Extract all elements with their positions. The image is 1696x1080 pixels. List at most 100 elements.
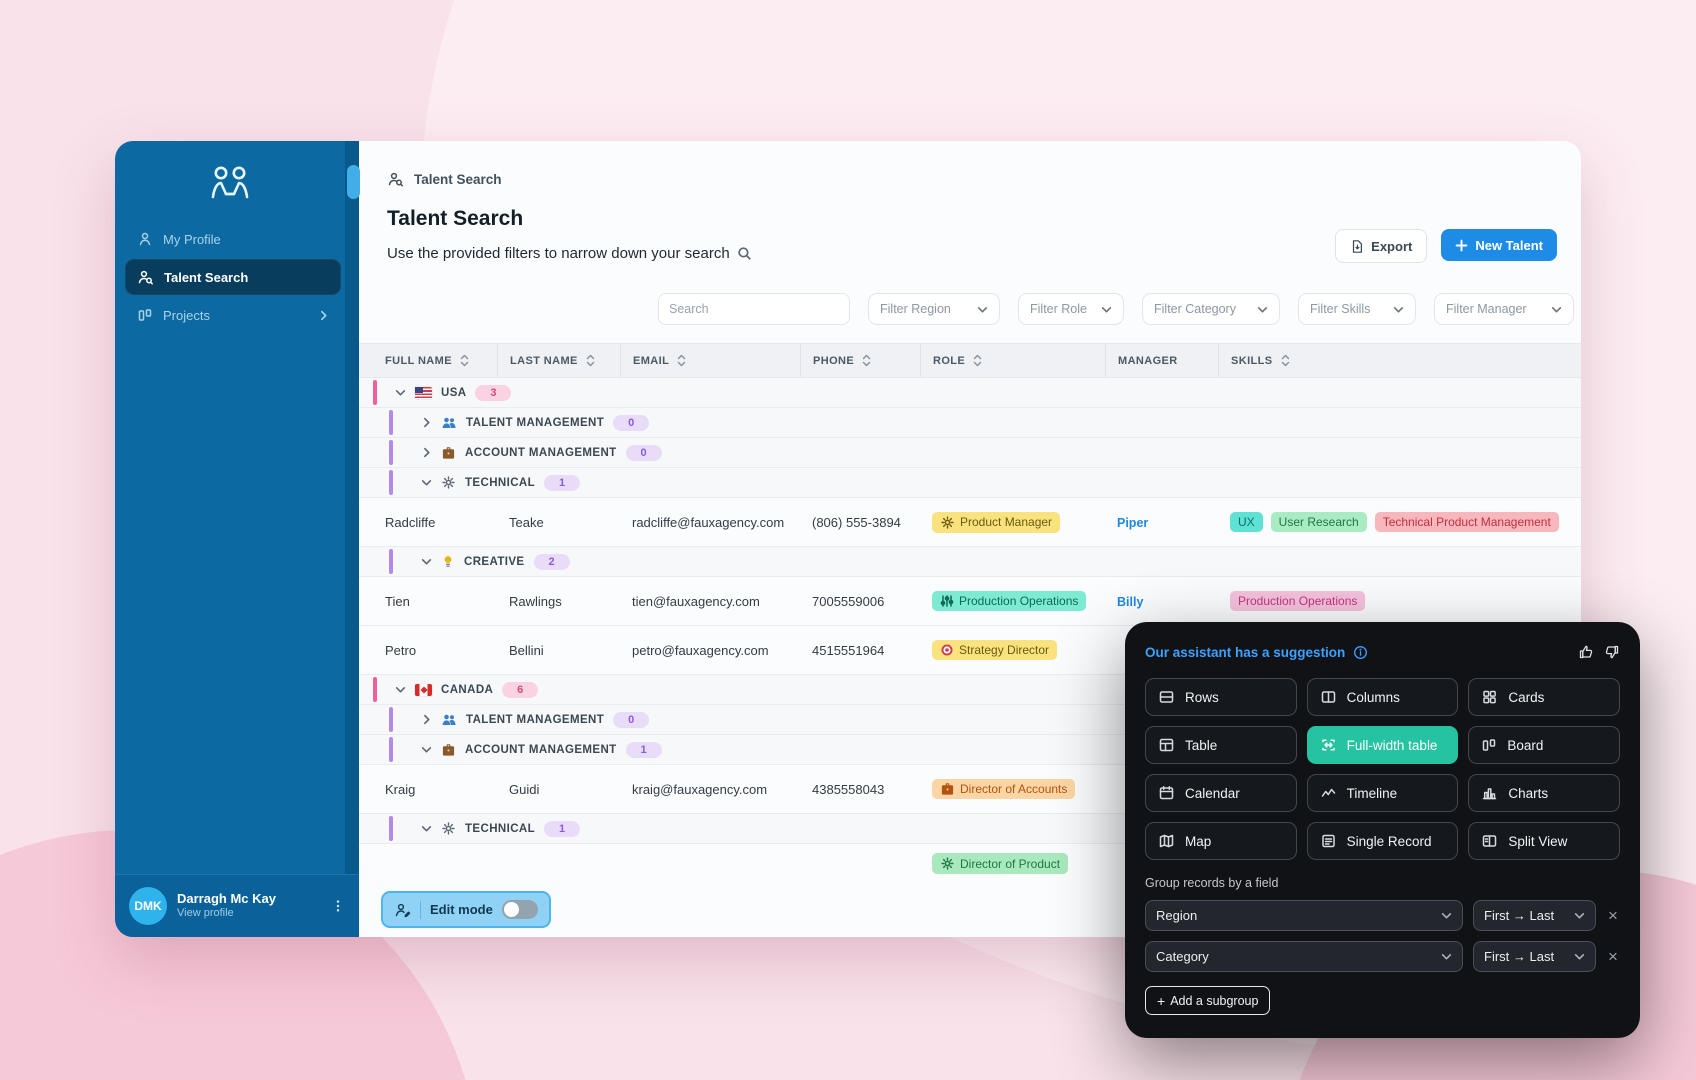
- group-row-creative[interactable]: CREATIVE 2: [359, 547, 1581, 577]
- role-pill: Production Operations: [932, 591, 1087, 611]
- cell-role: Product Manager: [920, 511, 1105, 533]
- column-header-manager[interactable]: MANAGER: [1105, 344, 1218, 377]
- group-order-value: First → Last: [1484, 908, 1555, 923]
- group-order-select[interactable]: First → Last: [1473, 941, 1596, 972]
- group-order-select[interactable]: First → Last: [1473, 900, 1596, 931]
- group-row-talent-management[interactable]: TALENT MANAGEMENT 0: [359, 408, 1581, 438]
- chev-right-icon: [421, 417, 432, 428]
- view-rows-button[interactable]: Rows: [1145, 678, 1297, 716]
- group-row-usa[interactable]: USA 3: [359, 378, 1581, 408]
- add-subgroup-button[interactable]: + Add a subgroup: [1145, 986, 1271, 1015]
- manager-link[interactable]: Billy: [1117, 594, 1144, 609]
- role-label: Product Manager: [960, 515, 1053, 529]
- view-label: Table: [1185, 737, 1218, 753]
- skill-pill: Production Operations: [1230, 591, 1366, 611]
- group-field-select-region[interactable]: Region: [1145, 900, 1463, 931]
- chev-down-icon: [1574, 951, 1585, 962]
- group-row-technical[interactable]: TECHNICAL 1: [359, 468, 1581, 498]
- filter-dropdown-filter-skills[interactable]: Filter Skills: [1298, 293, 1416, 325]
- talent-table: FULL NAME LAST NAME EMAIL PHONE ROLE MAN…: [359, 343, 1581, 937]
- remove-group-icon[interactable]: ×: [1608, 905, 1618, 925]
- view-options-grid: Rows Columns Cards Table Full-width tabl…: [1145, 678, 1620, 860]
- column-header-skills[interactable]: SKILLS: [1218, 344, 1581, 377]
- skill-pill: Technical Product Management: [1374, 512, 1559, 532]
- record-row[interactable]: Radcliffe Teake radcliffe@fauxagency.com…: [359, 498, 1581, 547]
- filter-dropdown-filter-role[interactable]: Filter Role: [1018, 293, 1124, 325]
- cell-role: Director of Product: [920, 853, 1105, 874]
- group-accent-bar: [389, 707, 393, 732]
- cell-role: Production Operations: [920, 591, 1105, 611]
- column-header-email[interactable]: EMAIL: [620, 344, 800, 377]
- group-field-value: Category: [1156, 949, 1209, 964]
- app-window: My Profile Talent Search Projects DMK Da…: [115, 141, 1581, 937]
- manager-link[interactable]: Piper: [1117, 515, 1149, 530]
- column-header-last-name[interactable]: LAST NAME: [497, 344, 620, 377]
- view-timeline-button[interactable]: Timeline: [1306, 774, 1459, 812]
- user-card[interactable]: DMK Darragh Mc Kay View profile: [115, 874, 359, 937]
- sidebar-item-projects[interactable]: Projects: [125, 297, 341, 333]
- view-split-view-button[interactable]: Split View: [1468, 822, 1620, 860]
- edit-mode-label: Edit mode: [430, 902, 493, 917]
- thumbs-down-icon[interactable]: [1604, 644, 1620, 660]
- filter-dropdown-filter-manager[interactable]: Filter Manager: [1434, 293, 1574, 325]
- column-header-full-name[interactable]: FULL NAME: [359, 344, 497, 377]
- new-talent-button[interactable]: New Talent: [1441, 229, 1557, 261]
- remove-group-icon[interactable]: ×: [1608, 946, 1618, 966]
- filter-label: Filter Skills: [1310, 302, 1371, 316]
- sidebar-item-talent-search[interactable]: Talent Search: [125, 259, 341, 295]
- column-header-role[interactable]: ROLE: [920, 344, 1105, 377]
- role-pill: Director of Accounts: [932, 779, 1076, 799]
- filter-dropdown-filter-category[interactable]: Filter Category: [1142, 293, 1280, 325]
- page-subtitle: Use the provided filters to narrow down …: [387, 245, 753, 262]
- user-menu-icon[interactable]: [331, 899, 345, 913]
- view-single-record-button[interactable]: Single Record: [1306, 822, 1459, 860]
- view-calendar-button[interactable]: Calendar: [1145, 774, 1297, 812]
- filter-label: Filter Manager: [1446, 302, 1527, 316]
- chev-down-icon: [395, 684, 406, 695]
- export-label: Export: [1371, 238, 1413, 254]
- search-input[interactable]: [658, 293, 850, 325]
- sidebar-collapse-tab[interactable]: [347, 165, 360, 199]
- group-label: TALENT MANAGEMENT: [466, 713, 605, 726]
- edit-mode-toggle[interactable]: [501, 900, 538, 919]
- group-row-account-management[interactable]: ACCOUNT MANAGEMENT 0: [359, 438, 1581, 468]
- view-cards-button[interactable]: Cards: [1468, 678, 1620, 716]
- flag-ca-icon: [415, 683, 432, 696]
- group-accent-bar: [389, 410, 393, 435]
- page-title: Talent Search: [387, 207, 524, 230]
- view-table-button[interactable]: Table: [1145, 726, 1297, 764]
- view-label: Board: [1507, 737, 1544, 753]
- gear-icon: [441, 821, 456, 836]
- chev-down-icon: [421, 823, 432, 834]
- view-board-button[interactable]: Board: [1468, 726, 1620, 764]
- view-full-width-table-button[interactable]: Full-width table: [1306, 726, 1459, 764]
- view-charts-button[interactable]: Charts: [1468, 774, 1620, 812]
- sidebar-item-my-profile[interactable]: My Profile: [125, 221, 341, 257]
- sidebar-menu: My Profile Talent Search Projects: [125, 221, 341, 333]
- edit-mode-control[interactable]: Edit mode: [381, 891, 551, 928]
- view-columns-button[interactable]: Columns: [1306, 678, 1459, 716]
- column-header-phone[interactable]: PHONE: [800, 344, 920, 377]
- chev-down-icon: [395, 387, 406, 398]
- record-row[interactable]: Tien Rawlings tien@fauxagency.com 700555…: [359, 577, 1581, 626]
- view-map-button[interactable]: Map: [1145, 822, 1297, 860]
- filter-dropdown-filter-region[interactable]: Filter Region: [868, 293, 1000, 325]
- filter-label: Filter Region: [880, 302, 951, 316]
- cell-phone: 4385558043: [812, 781, 885, 797]
- cell-first-name: Petro: [385, 642, 417, 658]
- group-accent-bar: [373, 380, 377, 405]
- group-label: ACCOUNT MANAGEMENT: [465, 446, 617, 459]
- group-label: CANADA: [441, 683, 494, 696]
- briefcase-icon: [441, 743, 456, 757]
- info-icon[interactable]: [1353, 645, 1368, 660]
- sidebar-item-label: Projects: [163, 307, 210, 323]
- group-label: TECHNICAL: [465, 822, 536, 835]
- cell-last-name: Bellini: [509, 642, 544, 658]
- sidebar-item-label: Talent Search: [164, 269, 249, 285]
- filter-label: Filter Category: [1154, 302, 1236, 316]
- thumbs-up-icon[interactable]: [1578, 644, 1594, 660]
- view-profile-link[interactable]: View profile: [177, 907, 234, 920]
- export-button[interactable]: Export: [1335, 229, 1428, 263]
- view-label: Rows: [1185, 689, 1219, 705]
- group-field-select-category[interactable]: Category: [1145, 941, 1463, 972]
